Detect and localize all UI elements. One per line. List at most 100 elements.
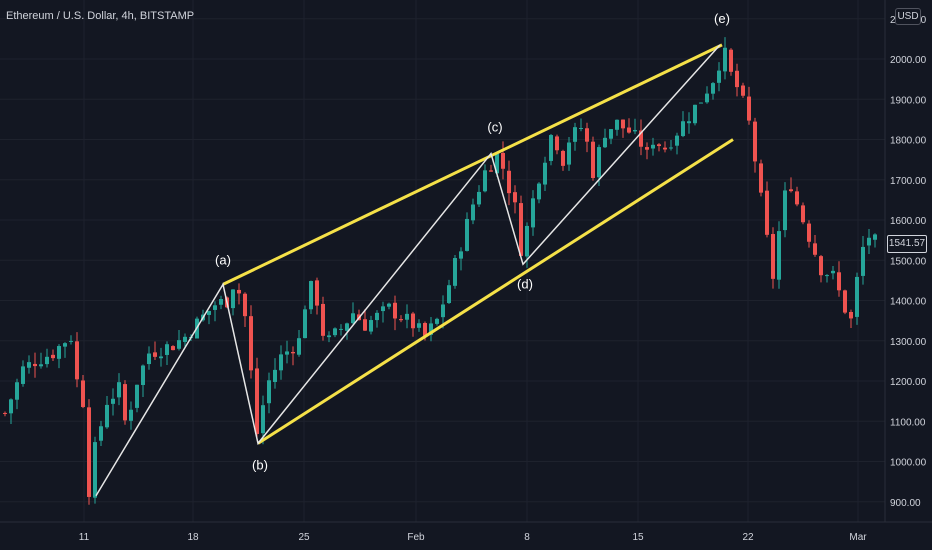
candle — [327, 331, 331, 343]
candle-body — [255, 368, 259, 434]
candle-body — [147, 353, 151, 365]
candle-body — [213, 305, 217, 310]
candle-body — [327, 335, 331, 338]
candle-body — [777, 231, 781, 280]
candle — [141, 364, 145, 397]
candle-body — [183, 336, 187, 342]
candle — [807, 220, 811, 248]
candle-body — [621, 119, 625, 129]
x-tick-label: 11 — [79, 532, 90, 543]
candle-body — [747, 96, 751, 121]
candle — [165, 341, 169, 365]
candle — [471, 198, 475, 225]
candle — [645, 142, 649, 160]
candle-body — [483, 170, 487, 192]
candle — [759, 159, 763, 197]
candle — [735, 63, 739, 97]
candle — [819, 254, 823, 283]
candle — [573, 122, 577, 151]
upper-channel-line — [222, 43, 723, 286]
candle — [219, 295, 223, 310]
candle-body — [687, 121, 691, 124]
candle — [615, 119, 619, 136]
candle-body — [105, 404, 109, 428]
candle — [459, 247, 463, 271]
chart-title: Ethereum / U.S. Dollar, 4h, BITSTAMP — [6, 10, 195, 22]
candle-body — [387, 303, 391, 307]
candle — [633, 118, 637, 135]
candles — [3, 37, 877, 505]
candle — [405, 304, 409, 329]
candle — [93, 436, 97, 504]
candle-body — [231, 289, 235, 309]
currency-button[interactable]: USD — [895, 8, 921, 25]
candle — [477, 185, 481, 208]
candle-body — [753, 121, 757, 162]
candle — [99, 420, 103, 447]
candle-body — [423, 322, 427, 336]
candle-body — [717, 70, 721, 83]
candle-body — [339, 328, 343, 330]
candle — [789, 177, 793, 193]
candle-body — [261, 405, 265, 434]
y-tick-label: 1600.00 — [890, 216, 927, 227]
candle — [69, 335, 73, 345]
candle — [681, 111, 685, 138]
candle-body — [645, 147, 649, 150]
candle — [813, 235, 817, 257]
candle-body — [627, 127, 631, 133]
candle — [345, 322, 349, 340]
y-tick-label: 1400.00 — [890, 297, 927, 308]
candle-body — [33, 363, 37, 367]
x-tick-label: 8 — [524, 532, 530, 543]
candle-body — [741, 85, 745, 96]
candle-body — [117, 382, 121, 398]
candle-body — [321, 303, 325, 336]
candle-body — [345, 323, 349, 331]
candle-body — [795, 191, 799, 205]
candle-body — [759, 163, 763, 193]
candle-body — [579, 127, 583, 129]
candle — [501, 141, 505, 180]
candle-body — [495, 153, 499, 174]
candle-body — [537, 183, 541, 200]
candle — [741, 82, 745, 98]
candle — [771, 227, 775, 289]
candle-body — [417, 323, 421, 328]
candle — [375, 310, 379, 328]
candle-body — [801, 205, 805, 223]
candle-body — [615, 119, 619, 130]
candle — [795, 186, 799, 207]
candle-body — [513, 192, 517, 203]
candle-body — [867, 237, 871, 246]
candle — [723, 37, 727, 80]
channel-lines — [222, 43, 734, 445]
candle — [579, 118, 583, 132]
candle-body — [681, 121, 685, 137]
candle — [15, 378, 19, 410]
candle — [591, 136, 595, 181]
candle — [507, 160, 511, 206]
candle — [117, 373, 121, 406]
candle — [543, 156, 547, 191]
candle-body — [177, 340, 181, 349]
candle — [369, 315, 373, 335]
candle — [555, 134, 559, 155]
y-tick-label: 900.00 — [890, 498, 921, 509]
candle-body — [399, 319, 403, 321]
candle — [399, 315, 403, 323]
candle — [243, 292, 247, 328]
candle-body — [369, 320, 373, 332]
candle — [297, 330, 301, 357]
candle — [705, 86, 709, 104]
candle — [363, 308, 367, 332]
lower-channel-line — [257, 138, 734, 445]
y-tick-label: 2000.00 — [890, 55, 927, 66]
candle-body — [75, 341, 79, 380]
candle — [489, 164, 493, 172]
candle-body — [93, 442, 97, 498]
last-price-label: 1541.57 — [887, 235, 927, 253]
candle — [663, 141, 667, 153]
y-tick-label: 1300.00 — [890, 337, 927, 348]
